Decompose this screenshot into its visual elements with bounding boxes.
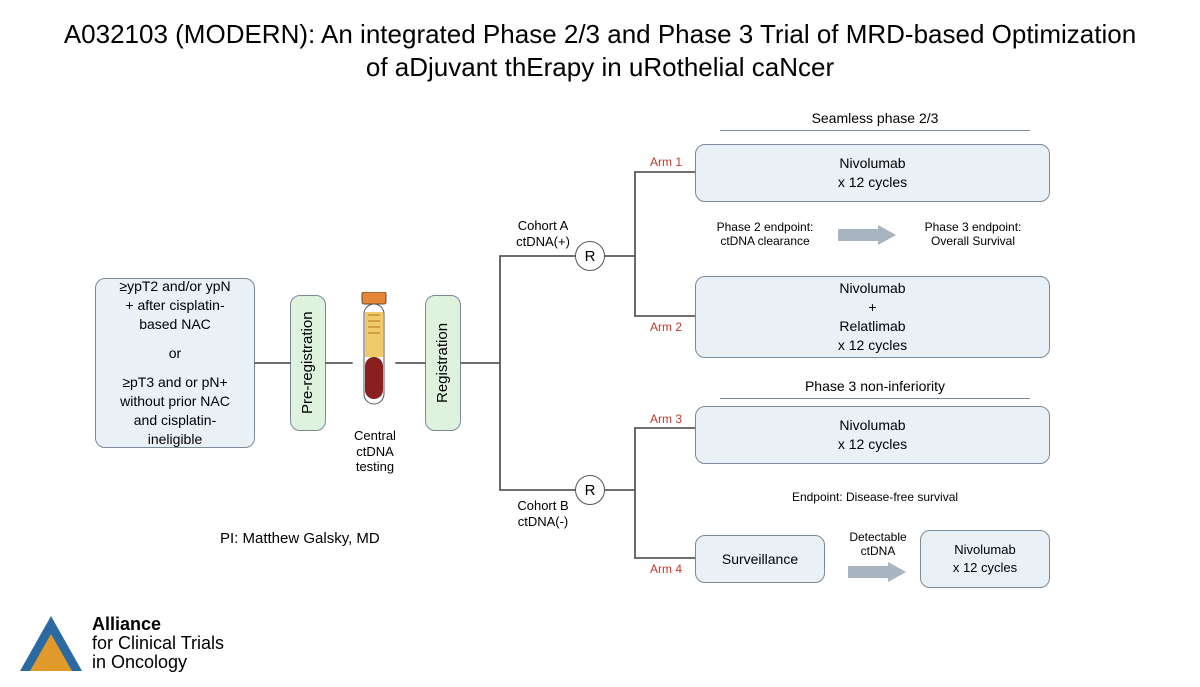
alliance-logo-text: Alliance for Clinical Trials in Oncology: [92, 615, 224, 672]
phase-hr-bottom: [720, 398, 1030, 399]
arm1-box: Nivolumab x 12 cycles: [695, 144, 1050, 202]
arm3-box: Nivolumab x 12 cycles: [695, 406, 1050, 464]
cohort-b-l2: ctDNA(-): [518, 514, 569, 529]
p2b: ctDNA clearance: [720, 234, 809, 248]
arm3-cycles: x 12 cycles: [838, 435, 907, 454]
p3a: Phase 3 endpoint:: [925, 220, 1022, 234]
arm3-label: Arm 3: [650, 412, 682, 426]
cohort-b-l1: Cohort B: [517, 498, 568, 513]
alliance-logo-icon: [20, 616, 82, 671]
arm2-drug2: Relatlimab: [839, 317, 905, 336]
det1: Detectable: [849, 530, 906, 544]
arm2-drug1: Nivolumab: [839, 279, 905, 298]
arm4-surveillance: Surveillance: [695, 535, 825, 583]
cohort-a-label: Cohort A ctDNA(+): [508, 218, 578, 249]
phase-hr-top: [720, 130, 1030, 131]
phase-header-bottom: Phase 3 non-inferiority: [740, 378, 1010, 395]
cohort-b-label: Cohort B ctDNA(-): [508, 498, 578, 529]
phase-header-top: Seamless phase 2/3: [740, 110, 1010, 127]
arm3-drug: Nivolumab: [839, 416, 905, 435]
p2a: Phase 2 endpoint:: [717, 220, 814, 234]
randomize-a: R: [575, 241, 605, 271]
arm1-drug: Nivolumab: [839, 154, 905, 173]
cohort-a-l2: ctDNA(+): [516, 234, 570, 249]
randomize-b: R: [575, 475, 605, 505]
logo-l2: for Clinical Trials: [92, 633, 224, 653]
arm1-label: Arm 1: [650, 155, 682, 169]
arm2-plus: +: [868, 298, 876, 317]
pi-label: PI: Matthew Galsky, MD: [220, 530, 380, 547]
arm2-box: Nivolumab + Relatlimab x 12 cycles: [695, 276, 1050, 358]
dfs-endpoint: Endpoint: Disease-free survival: [745, 490, 1005, 504]
p3-endpoint: Phase 3 endpoint: Overall Survival: [908, 220, 1038, 249]
cohort-a-l1: Cohort A: [518, 218, 569, 233]
arm2-cycles: x 12 cycles: [838, 336, 907, 355]
endpoint-arrow-bottom: [848, 562, 906, 582]
logo-l3: in Oncology: [92, 652, 187, 672]
detectable-label: Detectable ctDNA: [838, 530, 918, 559]
p2-endpoint: Phase 2 endpoint: ctDNA clearance: [700, 220, 830, 249]
p3b: Overall Survival: [931, 234, 1015, 248]
arm1-cycles: x 12 cycles: [838, 173, 907, 192]
endpoint-arrow-top: [838, 225, 896, 245]
det2: ctDNA: [861, 544, 896, 558]
arm4-label: Arm 4: [650, 562, 682, 576]
logo-bold: Alliance: [92, 614, 161, 634]
arm2-label: Arm 2: [650, 320, 682, 334]
arm4-cycles: x 12 cycles: [953, 559, 1017, 577]
arm4-nivo: Nivolumab x 12 cycles: [920, 530, 1050, 588]
alliance-logo: Alliance for Clinical Trials in Oncology: [20, 615, 224, 672]
arm4-drug: Nivolumab: [954, 541, 1015, 559]
